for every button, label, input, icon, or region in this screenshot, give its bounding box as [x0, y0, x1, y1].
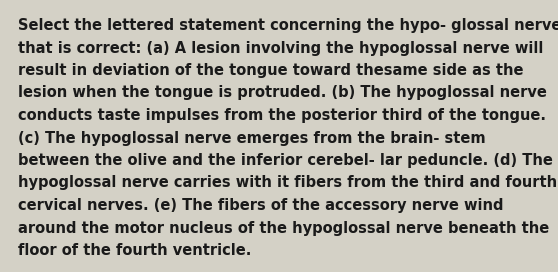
- Text: lesion when the tongue is protruded. (b) The hypoglossal nerve: lesion when the tongue is protruded. (b)…: [18, 85, 547, 100]
- Text: (c) The hypoglossal nerve emerges from the brain- stem: (c) The hypoglossal nerve emerges from t…: [18, 131, 485, 146]
- Text: hypoglossal nerve carries with it fibers from the third and fourth: hypoglossal nerve carries with it fibers…: [18, 175, 557, 190]
- Text: between the olive and the inferior cerebel- lar peduncle. (d) The: between the olive and the inferior cereb…: [18, 153, 553, 168]
- Text: result in deviation of the tongue toward thesame side as the: result in deviation of the tongue toward…: [18, 63, 523, 78]
- Text: around the motor nucleus of the hypoglossal nerve beneath the: around the motor nucleus of the hypoglos…: [18, 221, 549, 236]
- Text: Select the lettered statement concerning the hypo- glossal nerve: Select the lettered statement concerning…: [18, 18, 558, 33]
- Text: conducts taste impulses from the posterior third of the tongue.: conducts taste impulses from the posteri…: [18, 108, 546, 123]
- Text: floor of the fourth ventricle.: floor of the fourth ventricle.: [18, 243, 251, 258]
- Text: that is correct: (a) A lesion involving the hypoglossal nerve will: that is correct: (a) A lesion involving …: [18, 41, 543, 55]
- Text: cervical nerves. (e) The fibers of the accessory nerve wind: cervical nerves. (e) The fibers of the a…: [18, 198, 503, 213]
